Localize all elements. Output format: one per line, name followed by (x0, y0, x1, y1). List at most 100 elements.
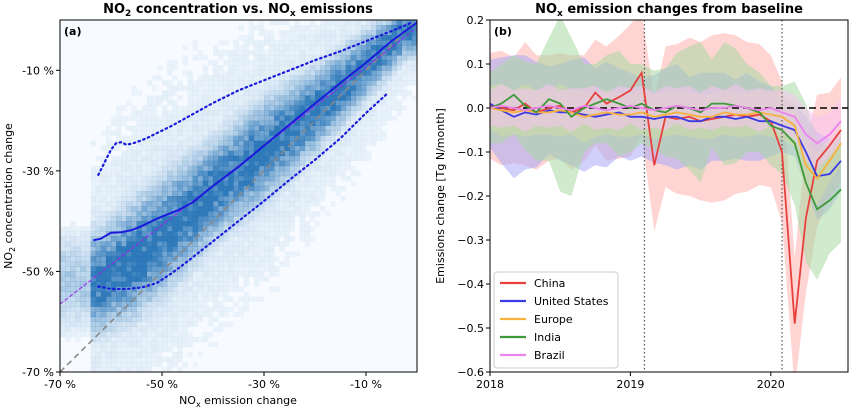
density-cell (141, 191, 147, 197)
density-cell (105, 367, 112, 372)
density-cell (70, 271, 76, 277)
density-cell (264, 236, 270, 242)
series-line-europe (490, 107, 842, 180)
density-cell (243, 135, 249, 142)
density-cell (131, 316, 137, 323)
density-cell (151, 361, 158, 368)
density-cell (315, 191, 321, 197)
density-cell (320, 160, 326, 167)
density-cell (360, 80, 367, 86)
density-cell (182, 361, 188, 368)
density-cell (233, 40, 239, 46)
density-cell (391, 35, 397, 41)
density-cell (304, 115, 311, 121)
density-cell (121, 367, 127, 372)
density-cell (315, 185, 321, 192)
density-cell (238, 261, 244, 267)
density-cell (304, 45, 311, 51)
density-cell (304, 201, 311, 207)
density-cell (146, 196, 153, 202)
density-cell (258, 196, 265, 202)
density-cell (126, 206, 132, 212)
density-cell (177, 125, 183, 131)
density-cell (289, 201, 295, 207)
density-cell (95, 175, 102, 182)
density-cell (269, 55, 275, 61)
density-cell (406, 55, 413, 61)
density-cell (192, 155, 198, 162)
density-cell (264, 170, 270, 177)
density-cell (355, 120, 362, 126)
density-cell (121, 115, 127, 121)
density-cell (218, 246, 224, 252)
density-cell (238, 70, 244, 76)
density-cell (167, 356, 173, 363)
density-cell (391, 55, 397, 61)
density-cell (284, 145, 290, 152)
density-cell (258, 50, 265, 56)
density-cell (376, 115, 382, 121)
density-cell (289, 221, 295, 227)
density-cell (325, 30, 331, 36)
density-cell (182, 231, 188, 237)
density-cell (172, 130, 178, 136)
density-cell (264, 160, 270, 167)
density-cell (162, 286, 168, 292)
density-cell (401, 80, 408, 86)
density-cell (177, 351, 183, 358)
density-cell (371, 135, 377, 142)
density-cell (136, 261, 142, 267)
density-cell (187, 191, 193, 197)
density-cell (60, 246, 66, 252)
density-cell (187, 155, 193, 162)
density-cell (131, 160, 137, 167)
density-cell (213, 291, 219, 297)
density-cell (320, 40, 326, 46)
density-cell (151, 231, 158, 237)
density-cell (141, 261, 147, 267)
density-cell (233, 115, 239, 121)
density-cell (264, 221, 270, 227)
density-cell (320, 155, 326, 162)
density-cell (304, 196, 311, 202)
density-cell (238, 35, 244, 41)
density-cell (213, 170, 219, 177)
density-cell (411, 55, 417, 61)
density-cell (279, 125, 285, 131)
density-cell (146, 130, 153, 136)
density-cell (330, 50, 336, 56)
density-cell (258, 70, 265, 76)
density-cell (182, 196, 188, 202)
density-cell (131, 246, 137, 252)
density-cell (345, 165, 351, 172)
density-cell (274, 206, 280, 212)
density-cell (162, 170, 168, 177)
density-cell (187, 115, 193, 121)
density-cell (340, 40, 346, 46)
density-cell (253, 216, 260, 222)
density-cell (167, 185, 173, 192)
density-cell (360, 145, 367, 152)
density-cell (167, 241, 173, 247)
density-cell (396, 90, 402, 96)
density-cell (381, 40, 387, 46)
density-cell (238, 221, 244, 227)
density-cell (386, 115, 392, 121)
density-cell (162, 321, 168, 328)
density-cell (299, 191, 306, 197)
density-cell (213, 150, 219, 157)
density-cell (223, 306, 229, 312)
density-cell (396, 50, 402, 56)
density-cell (238, 226, 244, 232)
density-cell (187, 311, 193, 318)
density-cell (366, 45, 372, 51)
density-cell (116, 191, 122, 197)
density-cell (207, 80, 214, 86)
density-cell (70, 301, 76, 307)
density-cell (299, 70, 306, 76)
density-cell (202, 236, 209, 242)
density-cell (202, 75, 209, 81)
density-cell (146, 256, 153, 262)
density-cell (136, 341, 142, 348)
density-cell (299, 95, 306, 101)
